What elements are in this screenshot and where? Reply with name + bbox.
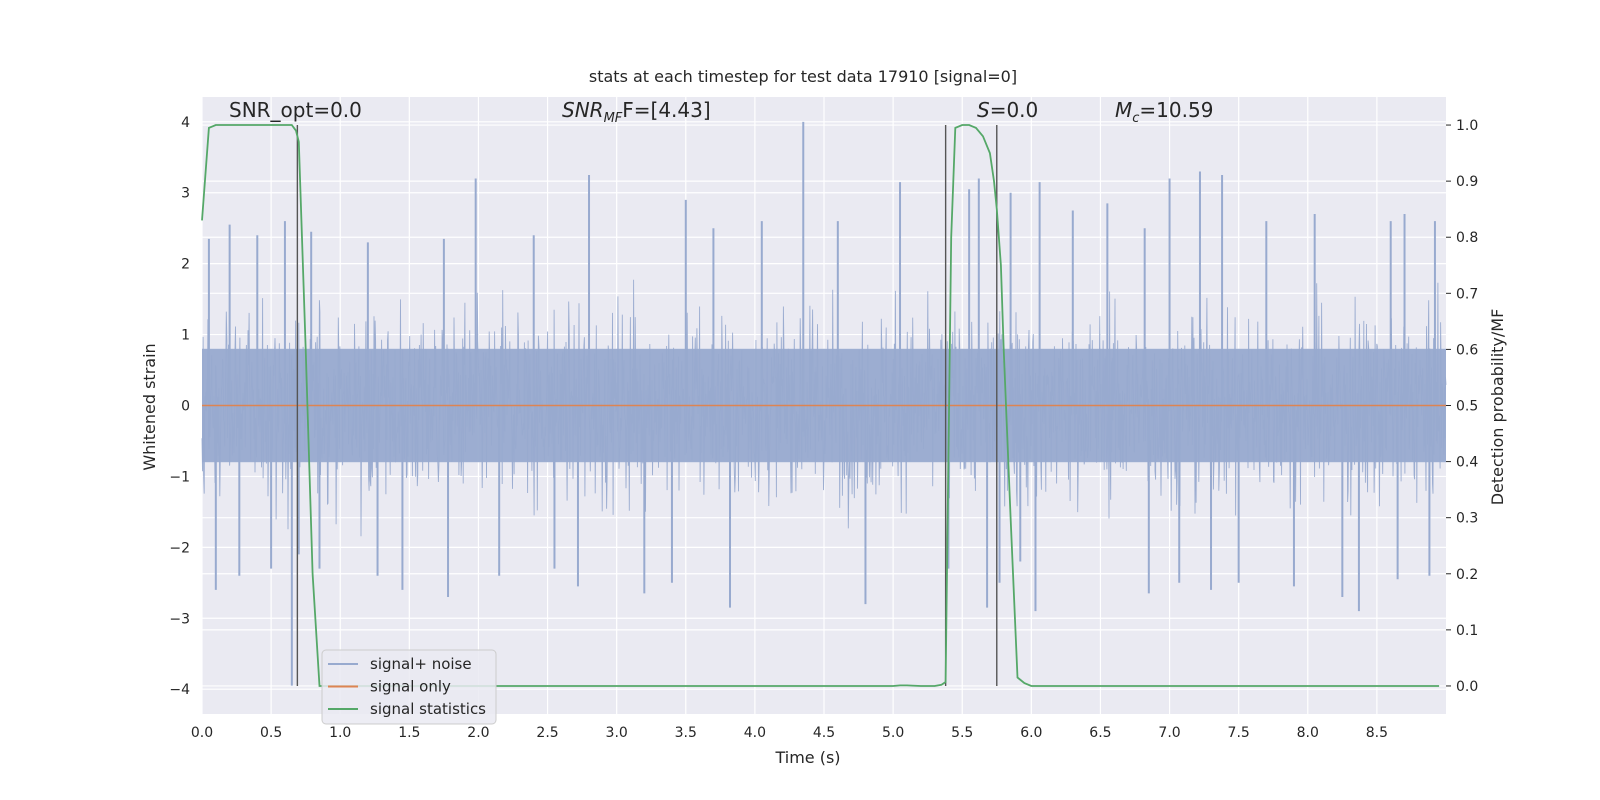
tick-labels: 0.0 0.5 1.0 1.5 2.0 2.5 3.0 3.5 4.0 4.5 5.0 5.5 6.0 6…	[169, 115, 1478, 741]
x-tick-label: 7.5	[1228, 725, 1250, 741]
annotation-snr-mf: SNRMFF=[4.43]	[562, 98, 711, 126]
legend-label: signal+ noise	[370, 655, 472, 673]
y-tick-label-right: 0.8	[1456, 230, 1478, 246]
y-axis-title-left: Whitened strain	[140, 343, 159, 470]
plot-area: 0.0 0.5 1.0 1.5 2.0 2.5 3.0 3.5 4.0 4.5 5.0 5.5 6.0 6…	[169, 97, 1478, 741]
x-tick-label: 7.0	[1158, 725, 1180, 741]
y-tick-label-right: 1.0	[1456, 118, 1478, 134]
annotation-snr-mf-tail: F=[4.43]	[622, 98, 710, 122]
annotation-snr-opt: SNR_opt=0.0	[229, 98, 362, 122]
y-tick-label-right: 0.6	[1456, 342, 1478, 358]
legend-label: signal only	[370, 678, 451, 696]
y-tick-label-right: 0.3	[1456, 511, 1478, 527]
x-tick-label: 5.5	[951, 725, 973, 741]
y-tick-label-right: 0.7	[1456, 286, 1478, 302]
x-tick-label: 6.0	[1020, 725, 1042, 741]
chart-title: stats at each timestep for test data 179…	[589, 67, 1017, 86]
x-tick-label: 8.5	[1366, 725, 1388, 741]
annotations: SNR_opt=0.0 SNRMFF=[4.43] S=0.0 Mc=10.59	[229, 98, 1213, 126]
y-tick-label-right: 0.1	[1456, 623, 1478, 639]
annotation-mc-tail: =10.59	[1139, 98, 1213, 122]
x-tick-label: 3.0	[606, 725, 628, 741]
legend-label: signal statistics	[370, 700, 486, 718]
y-tick-label-left: −2	[169, 540, 190, 556]
annotation-s-stat: S=0.0	[977, 98, 1038, 122]
y-tick-label-left: 4	[181, 115, 190, 131]
y-tick-label-right: 0.4	[1456, 455, 1478, 471]
y-tick-label-right: 0.2	[1456, 567, 1478, 583]
y-tick-label-right: 0.9	[1456, 174, 1478, 190]
series-signal-statistics	[201, 124, 1440, 687]
y-tick-label-left: −3	[169, 611, 190, 627]
x-tick-label: 8.0	[1297, 725, 1319, 741]
x-tick-label: 4.5	[813, 725, 835, 741]
y-axis-title-right: Detection probability/MF	[1488, 309, 1507, 506]
annotation-mc: Mc=10.59	[1115, 98, 1213, 126]
x-tick-label: 0.0	[191, 725, 213, 741]
annotation-snr-mf-sub: MF	[604, 111, 623, 126]
x-tick-label: 3.5	[675, 725, 697, 741]
legend: signal+ noise signal only signal statistic…	[321, 649, 497, 725]
x-tick-label: 2.5	[536, 725, 558, 741]
annotation-s-tail: =0.0	[990, 98, 1039, 122]
annotation-mc-sub: c	[1132, 111, 1139, 126]
x-axis-title: Time (s)	[774, 748, 840, 767]
x-tick-label: 0.5	[260, 725, 282, 741]
x-tick-label: 1.0	[329, 725, 351, 741]
y-tick-label-right: 0.0	[1456, 679, 1478, 695]
x-tick-label: 6.5	[1089, 725, 1111, 741]
annotation-snr-mf-main: SNR	[562, 98, 604, 122]
annotation-s-symbol: S	[977, 98, 990, 122]
y-tick-label-left: 3	[181, 186, 190, 202]
x-tick-label: 5.0	[882, 725, 904, 741]
y-tick-label-left: −4	[169, 682, 190, 698]
legend-box	[321, 649, 497, 725]
y-tick-label-left: 1	[181, 328, 190, 344]
annotation-mc-symbol: M	[1115, 98, 1132, 122]
y-tick-label-left: 2	[181, 257, 190, 273]
y-tick-label-right: 0.5	[1456, 399, 1478, 415]
x-tick-label: 1.5	[398, 725, 420, 741]
y-tick-label-left: 0	[181, 399, 190, 415]
x-tick-label: 2.0	[467, 725, 489, 741]
x-tick-label: 4.0	[744, 725, 766, 741]
y-tick-label-left: −1	[169, 469, 190, 485]
